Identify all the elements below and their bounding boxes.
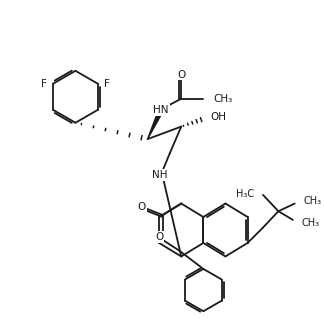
Text: NH: NH	[152, 170, 168, 180]
Text: CH₃: CH₃	[301, 218, 319, 228]
Text: H₃C: H₃C	[236, 189, 254, 199]
Text: O: O	[155, 232, 163, 242]
Text: F: F	[104, 79, 110, 89]
Text: CH₃: CH₃	[303, 196, 321, 206]
Text: OH: OH	[210, 112, 226, 122]
Text: HN: HN	[153, 105, 169, 115]
Polygon shape	[147, 111, 162, 139]
Text: O: O	[138, 202, 146, 212]
Text: O: O	[177, 70, 185, 80]
Text: F: F	[41, 79, 47, 89]
Text: CH₃: CH₃	[213, 94, 232, 104]
